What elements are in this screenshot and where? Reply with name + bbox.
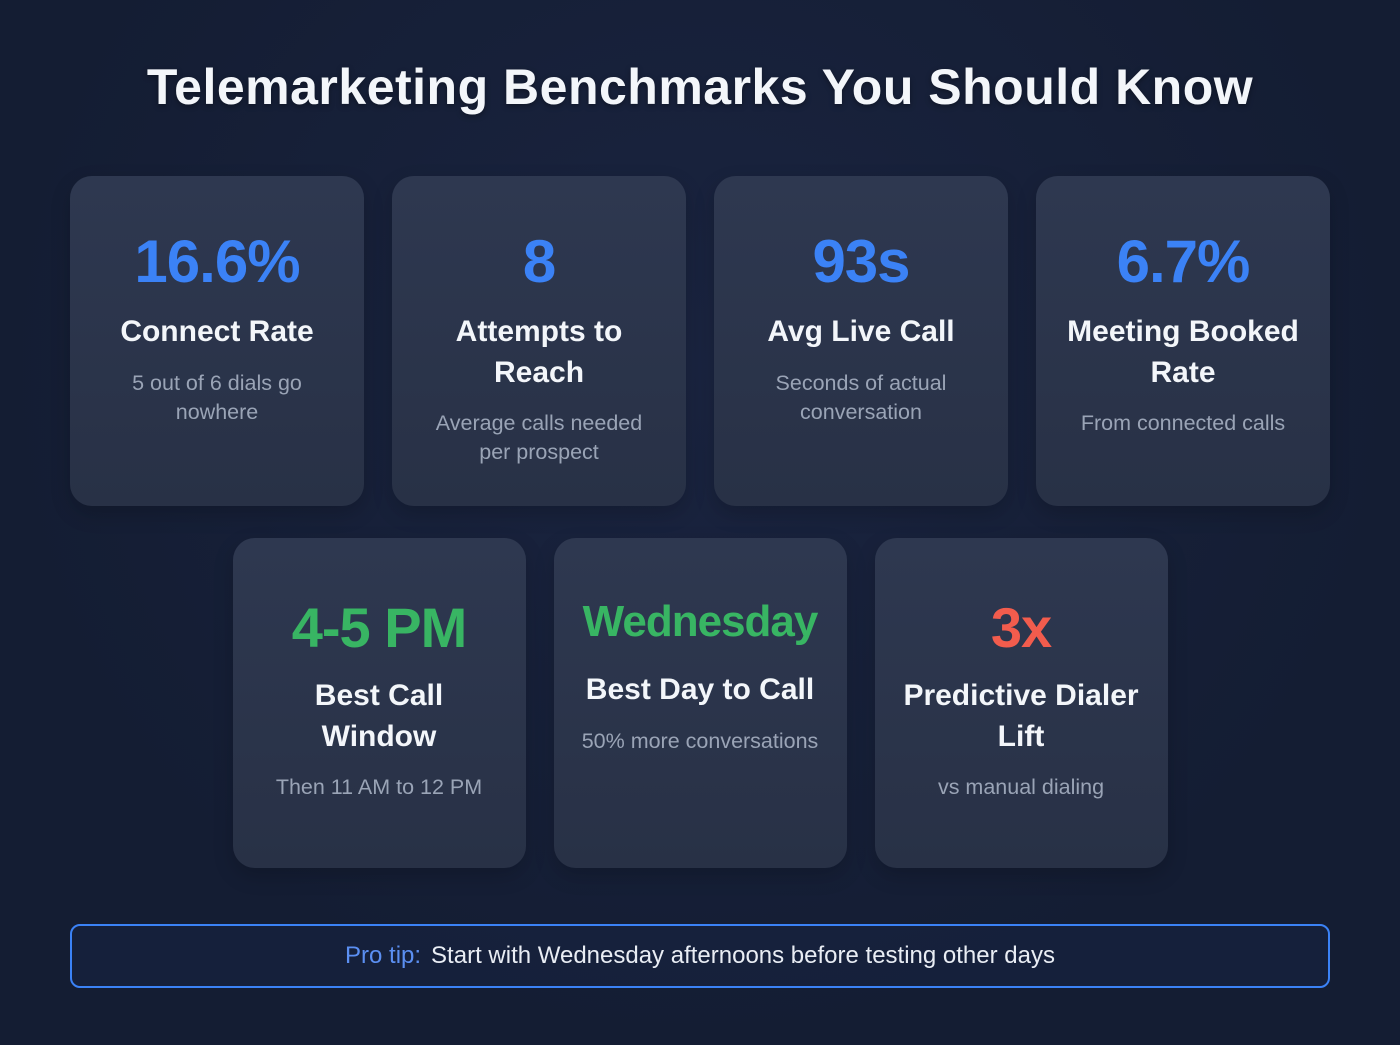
stat-description: Then 11 AM to 12 PM [275, 775, 483, 799]
stat-value: 6.7% [1116, 228, 1251, 295]
pro-tip-banner: Pro tip: Start with Wednesday afternoons… [70, 924, 1330, 988]
pro-tip-prefix: Pro tip: [345, 942, 422, 969]
page-title: Telemarketing Benchmarks You Should Know [146, 59, 1254, 115]
stat-description: From connected calls [1080, 411, 1286, 435]
stat-value: Wednesday [582, 597, 819, 646]
stat-card-best-day-to-call: Wednesday Best Day to Call 50% more conv… [553, 538, 847, 868]
stat-label: Connect Rate [120, 315, 314, 348]
stat-value: 93s [812, 228, 910, 295]
stat-label: Meeting Booked Rate [1067, 315, 1299, 389]
stat-description: vs manual dialing [937, 775, 1105, 799]
stat-label: Avg Live Call [767, 315, 955, 348]
pro-tip-text: Start with Wednesday afternoons before t… [431, 942, 1055, 969]
stat-label: Best Call Window [314, 679, 444, 753]
stat-card-connect-rate: 16.6% Connect Rate 5 out of 6 dials go n… [70, 176, 364, 506]
stat-card-best-call-window: 4-5 PM Best Call Window Then 11 AM to 12… [232, 538, 526, 868]
stat-value: 16.6% [134, 228, 300, 295]
stat-value: 4-5 PM [291, 596, 468, 659]
stat-label: Predictive Dialer Lift [903, 679, 1139, 753]
stat-description: Seconds of actual conversation [775, 370, 947, 424]
stat-card-predictive-dialer-lift: 3x Predictive Dialer Lift vs manual dial… [874, 538, 1168, 868]
stat-label: Attempts to Reach [455, 315, 623, 389]
stat-description: 50% more conversations [581, 728, 819, 753]
stat-label: Best Day to Call [585, 673, 815, 706]
stat-description: 5 out of 6 dials go nowhere [132, 370, 302, 424]
stat-value: 3x [990, 596, 1052, 659]
stat-value: 8 [522, 228, 556, 295]
stat-card-avg-live-call: 93s Avg Live Call Seconds of actual conv… [714, 176, 1008, 506]
stat-description: Average calls needed per prospect [435, 411, 643, 465]
stat-card-meeting-booked-rate: 6.7% Meeting Booked Rate From connected … [1036, 176, 1330, 506]
stats-row-bottom: 4-5 PM Best Call Window Then 11 AM to 12… [70, 538, 1330, 868]
stats-row-top: 16.6% Connect Rate 5 out of 6 dials go n… [70, 176, 1330, 506]
stat-card-attempts-to-reach: 8 Attempts to Reach Average calls needed… [392, 176, 686, 506]
